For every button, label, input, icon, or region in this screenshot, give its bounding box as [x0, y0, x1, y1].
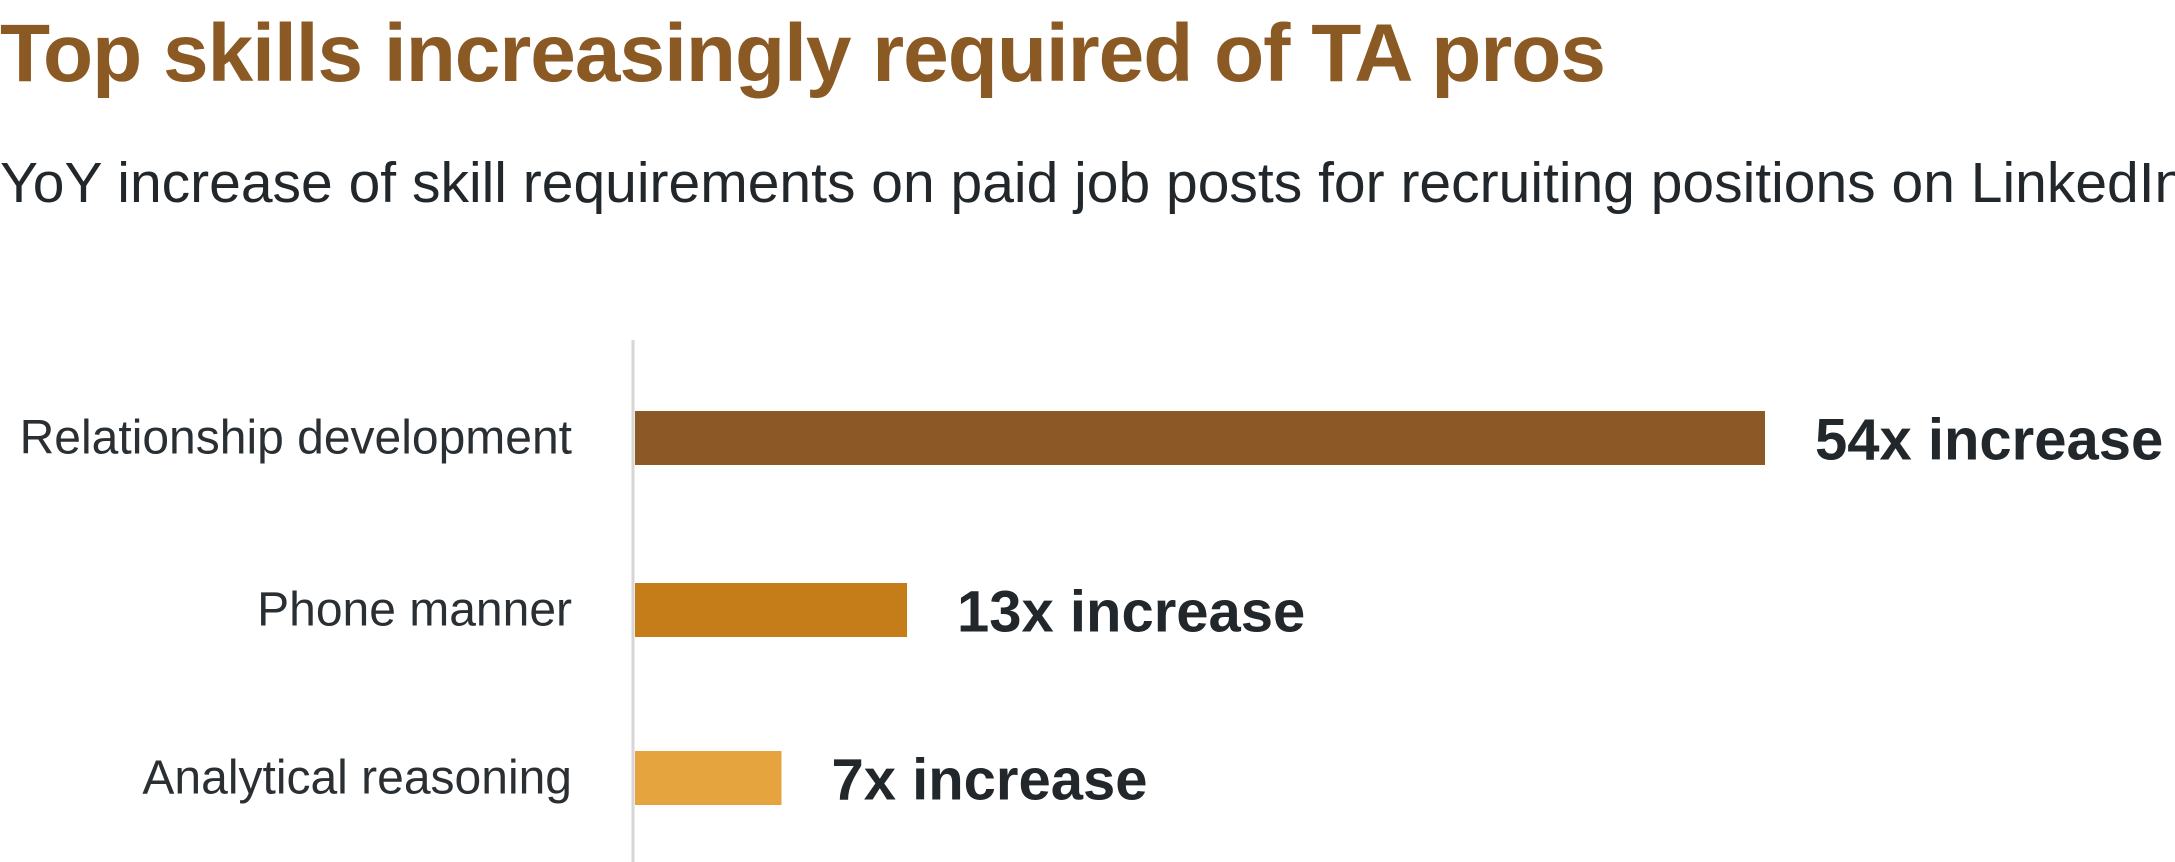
bar	[635, 583, 908, 637]
data-label: 13x increase	[957, 580, 1305, 645]
chart-title: Top skills increasingly required of TA p…	[0, 8, 1606, 99]
data-label: 7x increase	[831, 748, 1147, 813]
category-label: Relationship development	[20, 412, 572, 465]
chart-subtitle: YoY increase of skill requirements on pa…	[0, 151, 2175, 215]
category-label: Phone manner	[257, 584, 572, 637]
bar	[635, 751, 782, 805]
category-label: Analytical reasoning	[142, 752, 572, 805]
data-label: 54x increase	[1815, 408, 2163, 473]
bar	[635, 411, 1765, 465]
